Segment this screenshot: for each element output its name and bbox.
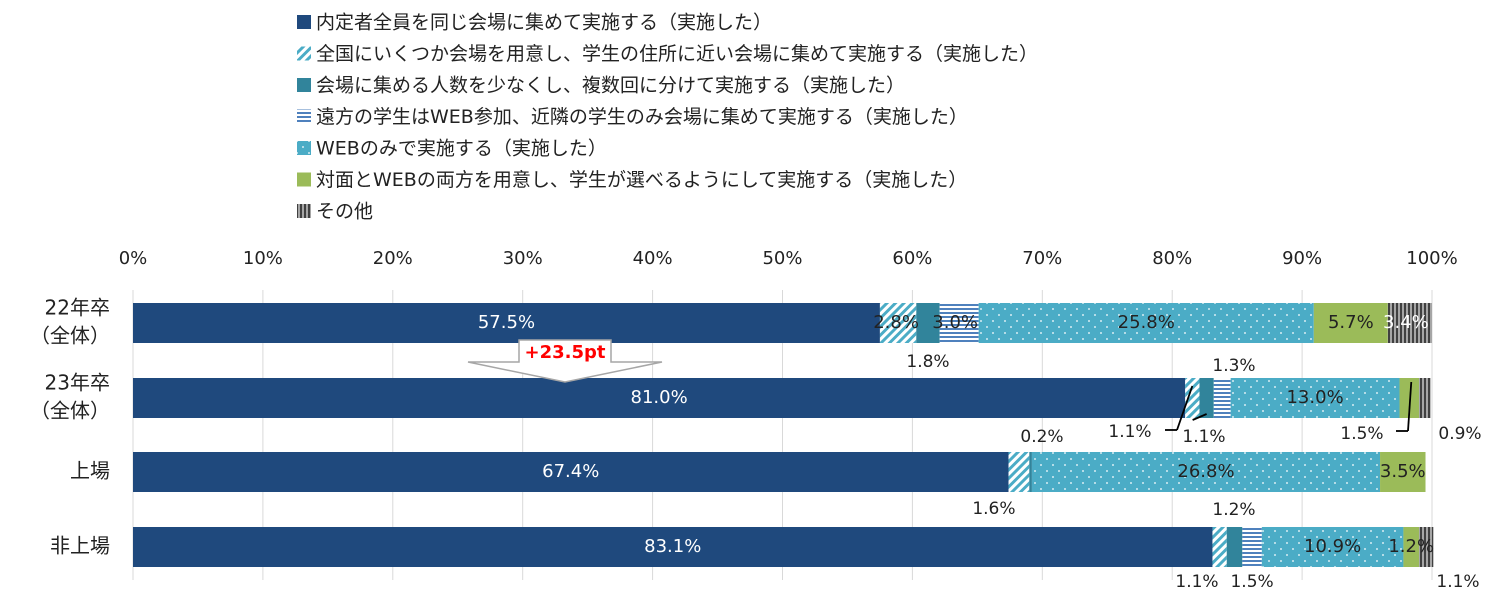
data-label: 1.1% bbox=[1182, 427, 1225, 447]
bar-segment bbox=[1261, 527, 1404, 567]
bar-segment bbox=[1212, 527, 1227, 567]
data-label: 13.0% bbox=[1286, 387, 1343, 408]
legend-label: 全国にいくつか会場を用意し、学生の住所に近い会場に集めて実施する（実施した） bbox=[316, 43, 1038, 65]
annotation-label: +23.5pt bbox=[525, 342, 606, 363]
bar-segment bbox=[1387, 303, 1432, 343]
data-label: 1.3% bbox=[1212, 356, 1255, 376]
legend-swatch bbox=[297, 46, 311, 61]
x-tick-label: 60% bbox=[892, 248, 932, 269]
data-label: 26.8% bbox=[1177, 461, 1234, 482]
data-label: 0.2% bbox=[1020, 427, 1063, 447]
data-label: 81.0% bbox=[631, 387, 688, 408]
x-tick-label: 10% bbox=[243, 248, 283, 269]
x-tick-label: 0% bbox=[119, 248, 148, 269]
x-tick-label: 40% bbox=[633, 248, 673, 269]
bar-segment bbox=[1403, 527, 1420, 567]
x-tick-label: 100% bbox=[1406, 248, 1457, 269]
x-tick-label: 30% bbox=[503, 248, 543, 269]
data-label: 1.1% bbox=[1175, 572, 1218, 592]
leader-line bbox=[1407, 381, 1413, 432]
bar-segment bbox=[978, 303, 1314, 343]
leader-line bbox=[1192, 413, 1207, 421]
data-label: 5.7% bbox=[1328, 312, 1374, 333]
bar-segment bbox=[1242, 527, 1262, 567]
bars bbox=[133, 303, 1434, 567]
category-label: 23年卒 bbox=[45, 371, 110, 395]
legend: 内定者全員を同じ会場に集めて実施する（実施した） 全国にいくつか会場を用意し、学生… bbox=[297, 12, 1038, 223]
category-label: （全体） bbox=[30, 324, 110, 348]
bar-segment bbox=[1213, 378, 1231, 418]
legend-label: 内定者全員を同じ会場に集めて実施する（実施した） bbox=[316, 12, 772, 34]
bar-segment bbox=[133, 527, 1213, 567]
x-tick-label: 90% bbox=[1282, 248, 1322, 269]
data-label: 1.1% bbox=[1436, 572, 1479, 592]
data-label: 3.0% bbox=[932, 312, 978, 333]
bar-segment bbox=[133, 303, 880, 343]
legend-swatch bbox=[297, 204, 311, 218]
legend-swatch bbox=[297, 141, 311, 155]
bar-segment bbox=[1419, 378, 1431, 418]
legend-label: その他 bbox=[316, 201, 373, 223]
data-label: 3.4% bbox=[1383, 312, 1429, 333]
legend-swatch bbox=[297, 172, 311, 187]
data-label: 25.8% bbox=[1118, 312, 1175, 333]
category-label: 22年卒 bbox=[45, 296, 110, 320]
bar-segment bbox=[1419, 527, 1434, 567]
category-label: 非上場 bbox=[50, 534, 110, 558]
x-tick-label: 80% bbox=[1152, 248, 1192, 269]
data-label: 1.2% bbox=[1212, 500, 1255, 520]
data-label: 67.4% bbox=[542, 461, 599, 482]
legend-swatch bbox=[297, 109, 311, 124]
data-label: 1.6% bbox=[972, 499, 1015, 519]
annotation: +23.5pt bbox=[467, 339, 663, 383]
bar-segment bbox=[1313, 303, 1388, 343]
data-label: 10.9% bbox=[1304, 536, 1361, 557]
data-label: 0.9% bbox=[1438, 424, 1481, 444]
x-tick-label: 20% bbox=[373, 248, 413, 269]
bar-segment bbox=[1199, 378, 1214, 418]
x-tick-label: 50% bbox=[762, 248, 802, 269]
data-label: 1.8% bbox=[906, 352, 949, 372]
bar-segment bbox=[916, 303, 940, 343]
data-label: 1.2% bbox=[1388, 536, 1434, 557]
data-label: 57.5% bbox=[478, 312, 535, 333]
legend-label: 対面とWEBの両方を用意し、学生が選べるようにして実施する（実施した） bbox=[316, 169, 967, 191]
bar-segment bbox=[1008, 452, 1030, 492]
bar-segment bbox=[879, 303, 917, 343]
category-label: 上場 bbox=[70, 459, 110, 483]
down-arrow-shape bbox=[467, 339, 663, 383]
bar-segment bbox=[1399, 378, 1420, 418]
bar-segment bbox=[1226, 527, 1243, 567]
bar-segment bbox=[1029, 452, 1032, 492]
data-label: 83.1% bbox=[644, 536, 701, 557]
legend-swatch bbox=[297, 15, 311, 29]
legend-label: WEBのみで実施する（実施した） bbox=[316, 138, 607, 160]
bar-segment bbox=[1031, 452, 1381, 492]
category-label: （全体） bbox=[30, 399, 110, 423]
data-labels: 57.5% 81.0% 67.4% 83.1% 2.8% 1.8% 3.0% 25.8% 5.7… bbox=[478, 312, 1482, 592]
legend-swatch bbox=[297, 78, 311, 92]
bar-segment bbox=[133, 452, 1009, 492]
data-label: 3.5% bbox=[1380, 461, 1426, 482]
data-label: 1.5% bbox=[1230, 572, 1273, 592]
bar-segment bbox=[939, 303, 979, 343]
bar-segment bbox=[1185, 378, 1200, 418]
data-label: 2.8% bbox=[873, 312, 919, 333]
bar-segment bbox=[1230, 378, 1400, 418]
data-label: 1.1% bbox=[1108, 422, 1151, 442]
legend-label: 会場に集める人数を少なくし、複数回に分けて実施する（実施した） bbox=[316, 75, 905, 97]
data-label: 1.5% bbox=[1340, 424, 1383, 444]
legend-label: 遠方の学生はWEB参加、近隣の学生のみ会場に集めて実施する（実施した） bbox=[316, 106, 968, 128]
leader-line bbox=[1176, 385, 1194, 431]
bar-segment bbox=[1380, 452, 1426, 492]
x-tick-label: 70% bbox=[1022, 248, 1062, 269]
x-axis-ticks: 0% 10% 20% 30% 40% 50% 60% 70% 80% 90% 100% bbox=[119, 248, 1458, 269]
bar-segment bbox=[133, 378, 1186, 418]
